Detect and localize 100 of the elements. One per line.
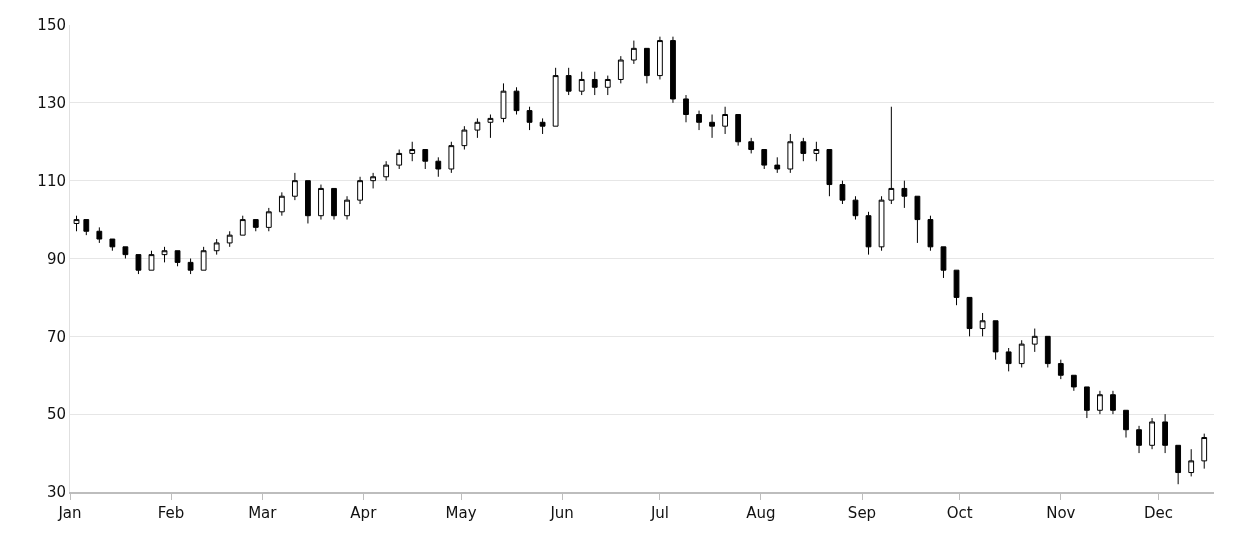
candlestick xyxy=(474,117,481,139)
candlestick xyxy=(657,36,663,80)
candlestick xyxy=(161,246,168,263)
candlestick xyxy=(344,195,350,221)
candlestick xyxy=(226,230,233,248)
x-tick-label: Jan xyxy=(57,504,82,522)
x-tick-label: Oct xyxy=(946,504,973,522)
candlestick xyxy=(927,215,934,252)
candlestick xyxy=(1097,390,1103,415)
x-tick-label: Mar xyxy=(248,504,278,522)
candlestick xyxy=(735,114,742,147)
candlestick xyxy=(148,250,155,271)
candlestick xyxy=(422,149,429,170)
candlestick xyxy=(966,296,973,337)
candlestick xyxy=(839,180,846,205)
candlestick xyxy=(865,211,872,256)
candlestick xyxy=(187,258,194,275)
candlestick xyxy=(1005,347,1012,372)
candlestick xyxy=(761,149,768,170)
candlestick xyxy=(200,246,207,271)
candlestick xyxy=(630,40,637,65)
candlestick xyxy=(1083,386,1090,419)
candlestick xyxy=(291,172,298,201)
candlestick xyxy=(526,106,533,131)
candlestick xyxy=(331,187,337,221)
candlestick xyxy=(748,137,755,154)
x-tick-label: Apr xyxy=(350,504,378,522)
candlestick xyxy=(940,246,947,279)
candlestick xyxy=(578,71,585,96)
candlestick xyxy=(448,141,455,174)
candlestick xyxy=(552,67,559,127)
candlestick xyxy=(513,86,520,116)
candlestick xyxy=(1057,359,1064,380)
candlestick xyxy=(1162,413,1169,454)
candlestick xyxy=(852,195,859,221)
x-tick-label: Sep xyxy=(847,504,877,522)
candlestick xyxy=(774,156,781,174)
candlestick xyxy=(305,180,311,224)
candlestick xyxy=(643,47,650,84)
candlestick xyxy=(914,195,921,244)
candlestick xyxy=(318,184,324,221)
candlestick xyxy=(1201,433,1208,470)
y-tick-label: 110 xyxy=(37,171,66,190)
candlestick xyxy=(265,207,272,232)
candlestick xyxy=(670,36,676,104)
x-tick-label: Nov xyxy=(1046,504,1076,522)
candlestick xyxy=(278,191,285,217)
candlestick xyxy=(888,106,895,205)
candlestick xyxy=(1136,425,1142,454)
candlestick xyxy=(979,312,986,337)
candlestick xyxy=(409,141,416,162)
candlestick xyxy=(83,219,90,236)
candlestick xyxy=(826,149,833,197)
candlestick xyxy=(500,82,507,123)
candlestick xyxy=(174,250,181,267)
x-tick-label: Dec xyxy=(1144,504,1174,522)
candlestick xyxy=(992,320,999,361)
candlestick xyxy=(252,219,259,232)
candlestick xyxy=(722,106,729,135)
candlestick xyxy=(213,238,220,256)
candlestick xyxy=(709,114,715,139)
candlestick xyxy=(591,71,598,96)
candlestick xyxy=(1031,328,1038,353)
candlestick xyxy=(487,114,494,139)
x-tick-label: Feb xyxy=(157,504,185,522)
candlestick xyxy=(435,156,442,178)
candlestick xyxy=(461,125,468,151)
candlestick xyxy=(617,55,624,84)
candlestick xyxy=(1149,417,1155,450)
candlestick xyxy=(953,269,960,306)
y-tick-label: 50 xyxy=(46,405,66,424)
candlestick xyxy=(813,141,820,162)
y-tick-label: 90 xyxy=(46,249,66,268)
candlestick xyxy=(696,110,702,131)
candlestick xyxy=(787,133,794,174)
x-tick-label: Aug xyxy=(746,504,776,522)
x-tick-label: Jun xyxy=(549,504,574,522)
candlestick xyxy=(565,67,572,96)
candlestick xyxy=(1175,444,1182,485)
candlestick xyxy=(1070,374,1077,392)
x-tick-label: May xyxy=(445,504,477,522)
candlestick xyxy=(109,238,116,252)
y-tick-label: 30 xyxy=(46,483,66,502)
candlestick xyxy=(135,254,142,275)
candlestick xyxy=(370,172,377,189)
y-tick-label: 70 xyxy=(46,327,66,346)
x-tick-label: Jul xyxy=(649,504,669,522)
candlestick xyxy=(357,176,363,205)
candlestick xyxy=(878,195,885,252)
candlestick xyxy=(539,117,546,135)
y-tick-label: 150 xyxy=(37,16,66,35)
candlestick xyxy=(96,226,103,244)
candlestick xyxy=(383,160,390,182)
candlestick xyxy=(683,94,689,123)
candlestick xyxy=(1110,390,1116,415)
candlestick xyxy=(1188,448,1195,477)
candlestick xyxy=(122,246,129,259)
candlestick xyxy=(604,75,611,96)
candlestick xyxy=(239,215,246,236)
candlestick xyxy=(901,180,908,209)
